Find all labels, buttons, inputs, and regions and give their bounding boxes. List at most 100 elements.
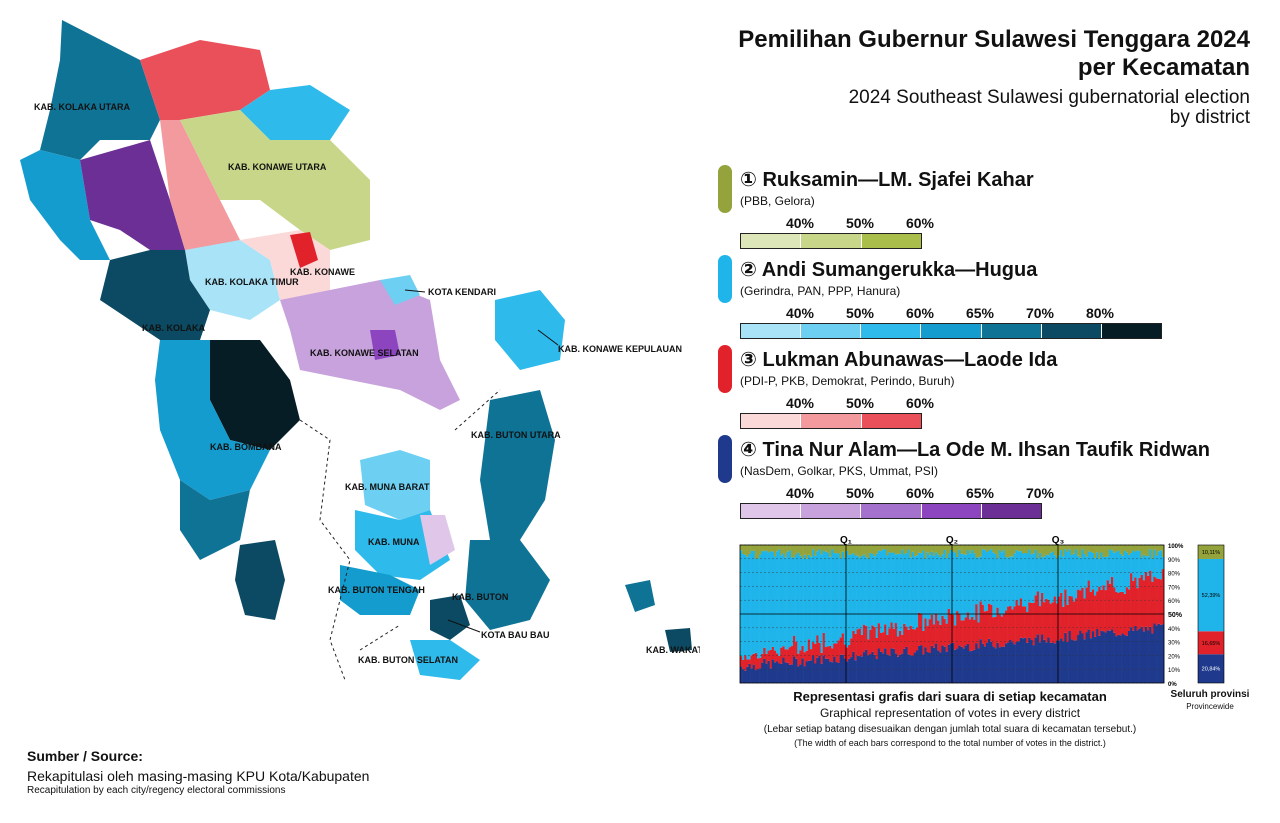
district-bar-segment [939, 545, 942, 558]
district-vote-chart: Q₁ Q₂ Q₃ 100% 90% 80% 70% 60% 50% 40% 30% 20% 10% 0% 2… [739, 535, 1225, 688]
district-bar-segment [869, 545, 872, 553]
district-bar-segment [994, 617, 997, 649]
district-bar-segment [937, 650, 940, 683]
region-buton-utara [480, 390, 555, 540]
district-bar-segment [888, 655, 891, 683]
district-bar-segment [1085, 587, 1088, 633]
district-bar-segment [877, 550, 881, 624]
district-bar-segment [778, 655, 781, 664]
district-bar-segment [778, 663, 781, 683]
district-bar-segment [1053, 643, 1057, 683]
district-bar-segment [782, 545, 785, 554]
district-bar-segment [761, 550, 764, 654]
district-bar-segment [1115, 636, 1118, 683]
district-bar-segment [822, 632, 826, 656]
district-bar-segment [920, 545, 923, 554]
district-bar-segment [956, 557, 959, 612]
district-bar-segment [1106, 545, 1110, 557]
district-bar-segment [907, 654, 910, 683]
district-bar-segment [860, 555, 864, 635]
scale-tick-label: 70% [1025, 305, 1055, 321]
label-wakatobi: KAB. WAKATOBI [646, 645, 700, 655]
district-bar-segment [1047, 637, 1050, 683]
district-bar-segment [1002, 646, 1006, 683]
district-bar-segment [846, 647, 849, 662]
y-tick-label: 50% [1168, 612, 1183, 619]
district-bar-segment [1138, 628, 1141, 683]
district-bar-segment [780, 647, 783, 664]
district-bar-segment [803, 666, 807, 683]
district-bar-segment [782, 657, 785, 683]
provincewide-segment [1198, 558, 1224, 632]
district-bar-segment [998, 614, 1002, 648]
district-bar-segment [952, 545, 955, 552]
district-bar-segment [865, 545, 868, 558]
district-bar-segment [756, 658, 760, 670]
district-bar-segment [1030, 640, 1033, 683]
district-bar-segment [1030, 602, 1033, 641]
district-bar-segment [1007, 606, 1010, 643]
district-bar-segment [841, 545, 845, 552]
district-bar-segment [841, 633, 845, 655]
district-bar-segment [1005, 610, 1008, 644]
y-tick-label: 60% [1168, 599, 1181, 605]
district-bar-segment [922, 654, 925, 683]
district-bar-segment [958, 645, 961, 683]
region-konawe-selatan [280, 280, 460, 410]
scale-tick-label: 80% [1085, 305, 1115, 321]
district-bar-segment [964, 645, 968, 683]
district-bar-segment [1113, 545, 1116, 553]
district-bar-segment [1051, 551, 1055, 603]
district-bar-segment [752, 653, 756, 665]
district-bar-segment [1032, 545, 1035, 554]
district-bar-segment [890, 545, 893, 553]
district-bar-segment [862, 554, 866, 625]
district-bar-segment [833, 545, 836, 554]
district-bar-segment [1151, 545, 1154, 559]
district-bar-segment [750, 550, 754, 656]
color-scale [740, 413, 922, 429]
district-bar-segment [860, 545, 864, 556]
district-bar-segment [746, 666, 749, 683]
district-bar-segment [818, 545, 821, 550]
district-bar-segment [829, 645, 832, 662]
district-bar-segment [937, 554, 940, 621]
color-scale-step [921, 504, 982, 518]
district-bar-segment [879, 632, 883, 652]
district-bar-segment [890, 622, 893, 649]
district-bar-segment [1096, 545, 1099, 553]
district-bar-segment [943, 618, 946, 647]
candidate-color-bar [718, 435, 732, 483]
color-scale-step [801, 234, 862, 248]
district-bar-segment [759, 657, 762, 669]
district-bar-segment [742, 659, 745, 670]
district-bar-segment [1123, 635, 1127, 683]
district-bar-segment [1091, 552, 1095, 590]
district-bar-segment [1060, 550, 1063, 593]
district-bar-segment [1066, 642, 1069, 683]
district-bar-segment [1009, 640, 1012, 683]
district-bar-segment [924, 618, 927, 648]
district-bar-segment [750, 668, 754, 683]
y-tick-label: 20% [1168, 654, 1181, 660]
district-bar-segment [964, 617, 968, 646]
district-bar-segment [865, 625, 868, 650]
district-bar-segment [1121, 591, 1125, 634]
district-bar-segment [1060, 592, 1063, 639]
district-bar-segment [947, 553, 951, 609]
district-bar-segment [871, 545, 874, 554]
district-bar-segment [1017, 641, 1021, 683]
district-bar-segment [1000, 545, 1004, 553]
district-bar-segment [763, 551, 766, 648]
district-bar-segment [860, 634, 864, 657]
district-bar-segment [1094, 595, 1097, 637]
district-bar-segment [899, 554, 902, 631]
district-bar-segment [1028, 602, 1031, 638]
district-bar-segment [841, 654, 845, 683]
district-bar-segment [1149, 570, 1152, 627]
district-bar-segment [1094, 558, 1097, 596]
district-bar-segment [958, 545, 961, 550]
district-bar-segment [1098, 558, 1101, 587]
y-tick-label: 100% [1168, 544, 1184, 550]
district-bar-segment [1024, 545, 1027, 553]
